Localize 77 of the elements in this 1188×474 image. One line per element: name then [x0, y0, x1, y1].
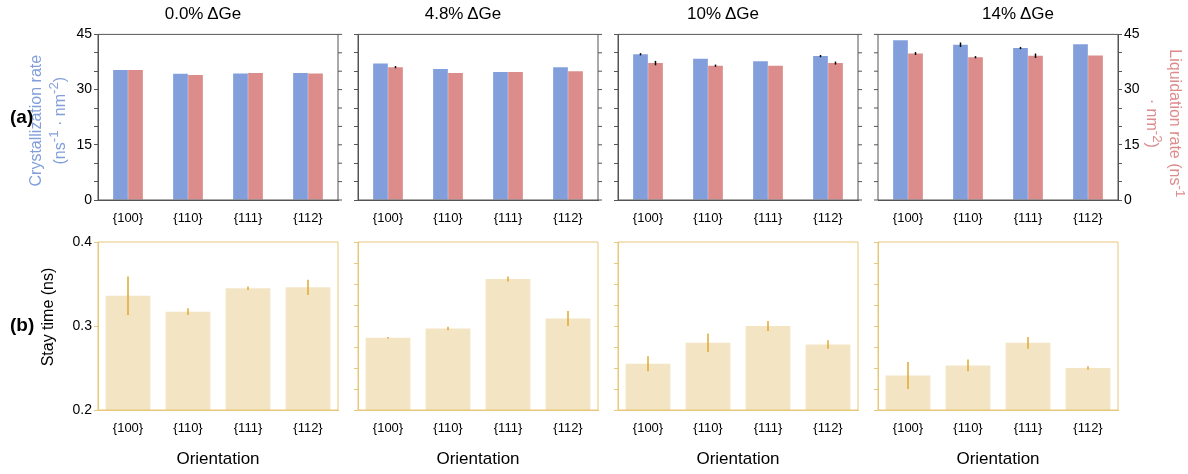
x-tick-label: {112} [1073, 210, 1104, 226]
x-axis-title: Orientation [696, 449, 780, 469]
x-tick-label: {100} [632, 210, 664, 226]
bar [648, 63, 663, 200]
x-tick-label: {100} [892, 210, 924, 226]
bar [508, 71, 523, 200]
x-tick-label: {110} [173, 210, 204, 226]
bar [448, 73, 463, 200]
x-tick-label: {100} [372, 210, 404, 226]
y-tick-label: 0.3 [72, 316, 93, 333]
bar [568, 71, 583, 200]
x-tick-label: {111} [493, 210, 523, 226]
x-tick-label: {100} [112, 210, 144, 226]
chart-title: 4.8% ΔGe [424, 3, 502, 23]
x-tick-label: {110} [433, 210, 464, 226]
bar [893, 40, 908, 200]
bar [813, 56, 828, 200]
y-tick-label: 0.4 [72, 232, 93, 249]
bar [633, 54, 648, 200]
chart-title: 14% ΔGe [982, 3, 1054, 23]
x-tick-label: {111} [1013, 210, 1043, 226]
text: (b) [10, 314, 35, 336]
x-tick-label: {112} [813, 210, 844, 226]
bar [968, 57, 983, 200]
chart-title: 0.0% ΔGe [164, 3, 242, 23]
bar [953, 44, 968, 200]
y2-tick-label: 45 [1124, 25, 1140, 42]
bar [1028, 55, 1043, 200]
bar [553, 67, 568, 200]
y2-tick-label: 30 [1124, 80, 1140, 97]
y-tick-label: 45 [76, 25, 93, 42]
x-tick-label: {111} [753, 210, 783, 226]
bar [708, 65, 723, 200]
bar [493, 71, 508, 200]
bar [373, 63, 388, 200]
x-axis-title: Orientation [176, 449, 260, 469]
x-tick-label: {100} [892, 420, 924, 436]
x-tick-label: {111} [1013, 420, 1043, 436]
y2-tick-label: 15 [1124, 135, 1140, 152]
bar [1073, 44, 1088, 200]
x-tick-label: {110} [953, 420, 984, 436]
y2-tick-label: 0 [1124, 190, 1132, 207]
x-tick-label: {111} [493, 420, 523, 436]
bar [1088, 55, 1103, 200]
x-tick-label: {100} [112, 420, 144, 436]
bar [753, 61, 768, 200]
x-tick-label: {112} [553, 420, 584, 436]
bar [828, 63, 843, 200]
x-tick-label: {111} [233, 420, 263, 436]
y-tick-label: 0 [84, 190, 93, 207]
x-tick-label: {112} [553, 210, 584, 226]
bar [768, 65, 783, 200]
x-tick-label: {112} [1073, 420, 1104, 436]
x-axis-title: Orientation [956, 449, 1040, 469]
y-tick-label: 30 [76, 80, 93, 97]
bar [433, 68, 448, 200]
x-tick-label: {111} [233, 210, 263, 226]
y-axis-title: Stay time (ns) [39, 266, 57, 369]
x-tick-label: {112} [293, 210, 324, 226]
x-tick-label: {100} [632, 420, 664, 436]
bar [693, 58, 708, 200]
x-tick-label: {110} [693, 210, 724, 226]
x-tick-label: {100} [372, 420, 404, 436]
y-tick-label: 15 [76, 135, 93, 152]
x-tick-label: {112} [293, 420, 324, 436]
x-tick-label: {111} [753, 420, 783, 436]
bar [388, 67, 403, 200]
x-tick-label: {110} [693, 420, 724, 436]
x-axis-title: Orientation [436, 449, 520, 469]
x-tick-label: {112} [813, 420, 844, 436]
bar [908, 53, 923, 200]
x-tick-label: {110} [433, 420, 464, 436]
x-tick-label: {110} [953, 210, 984, 226]
bar [1013, 48, 1028, 200]
chart-title: 10% ΔGe [687, 3, 759, 23]
y-tick-label: 0.2 [72, 400, 93, 417]
x-tick-label: {110} [173, 420, 204, 436]
